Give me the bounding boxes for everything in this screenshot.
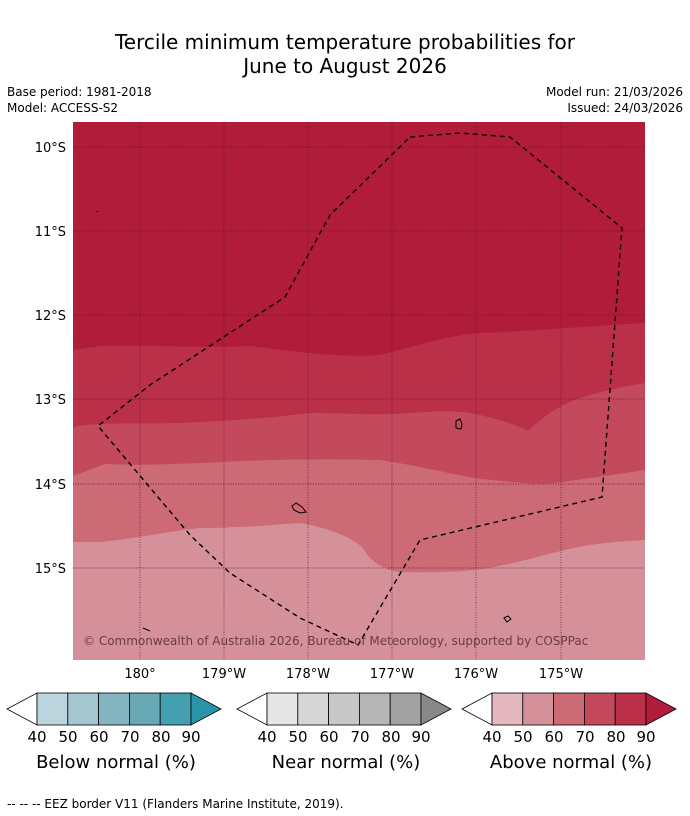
tick-label: 90 bbox=[181, 728, 201, 746]
colorbar-segment bbox=[389, 692, 422, 726]
latitude-label: 15°S bbox=[35, 562, 66, 577]
meta-left: Base period: 1981-2018 Model: ACCESS-S2 bbox=[7, 84, 152, 116]
title-line-1: Tercile minimum temperature probabilitie… bbox=[114, 30, 576, 54]
ticks-below: 40 50 60 70 80 90 bbox=[6, 728, 226, 748]
model-name: Model: ACCESS-S2 bbox=[7, 101, 119, 115]
probability-field bbox=[73, 122, 645, 660]
colorbar-low-extend bbox=[6, 692, 38, 726]
tick-label: 60 bbox=[544, 728, 564, 746]
tick-label: 90 bbox=[411, 728, 431, 746]
tick-label: 40 bbox=[482, 728, 502, 746]
copyright-notice: © Commonwealth of Australia 2026, Bureau… bbox=[83, 634, 588, 648]
tick-label: 50 bbox=[288, 728, 308, 746]
island-shape bbox=[142, 627, 151, 632]
tick-label: 60 bbox=[89, 728, 109, 746]
longitude-label: 177°W bbox=[370, 667, 414, 680]
region-above-50 bbox=[73, 523, 645, 660]
legend-title-below: Below normal (%) bbox=[36, 752, 196, 773]
legend-above-normal: 40 50 60 70 80 90 Above normal (%) bbox=[461, 688, 681, 778]
map-title: Tercile minimum temperature probabilitie… bbox=[0, 30, 690, 78]
tick-label: 70 bbox=[575, 728, 595, 746]
longitude-label: 175°W bbox=[539, 667, 583, 680]
graticule bbox=[73, 122, 645, 660]
latitude-label: 12°S bbox=[35, 309, 66, 324]
island-shape bbox=[291, 502, 307, 514]
latitude-label: 14°S bbox=[35, 478, 66, 493]
colorbar-segment bbox=[328, 692, 360, 726]
latitude-label: 13°S bbox=[35, 393, 66, 408]
colorbar-segment bbox=[614, 692, 647, 726]
latitude-label: 11°S bbox=[35, 225, 66, 240]
colorbar-segment bbox=[129, 692, 161, 726]
legend-title-above: Above normal (%) bbox=[489, 752, 653, 773]
colorbar-segment bbox=[36, 692, 69, 726]
colorbar-segment bbox=[522, 692, 554, 726]
colorbar-segment bbox=[67, 692, 99, 726]
colorbar-high-extend bbox=[190, 692, 222, 726]
tick-label: 90 bbox=[636, 728, 656, 746]
tick-label: 80 bbox=[151, 728, 171, 746]
tick-label: 80 bbox=[606, 728, 626, 746]
island-shape bbox=[503, 615, 512, 623]
ticks-above: 40 50 60 70 80 90 bbox=[461, 728, 681, 748]
latitude-label: 10°S bbox=[35, 141, 66, 156]
tick-label: 80 bbox=[381, 728, 401, 746]
colorbar-segment bbox=[297, 692, 329, 726]
legend-title-near: Near normal (%) bbox=[271, 752, 421, 773]
ticks-near: 40 50 60 70 80 90 bbox=[236, 728, 456, 748]
colorbar-low-extend bbox=[461, 692, 493, 726]
colorbar-high-extend bbox=[645, 692, 677, 726]
title-line-2: June to August 2026 bbox=[243, 54, 447, 78]
base-period: Base period: 1981-2018 bbox=[7, 85, 152, 99]
colorbar-above bbox=[461, 692, 677, 726]
latitude-axis: 10°S 11°S 12°S 13°S 14°S 15°S bbox=[35, 141, 66, 577]
longitude-label: 179°W bbox=[202, 667, 246, 680]
longitude-label: 176°W bbox=[454, 667, 498, 680]
model-run: Model run: 21/03/2026 bbox=[545, 85, 683, 99]
tick-label: 50 bbox=[58, 728, 78, 746]
colorbar-segment bbox=[584, 692, 616, 726]
tick-label: 50 bbox=[513, 728, 533, 746]
tick-label: 70 bbox=[350, 728, 370, 746]
colorbar-segment bbox=[359, 692, 391, 726]
colorbar-below bbox=[6, 692, 222, 726]
eez-footnote: -- -- -- EEZ border V11 (Flanders Marine… bbox=[7, 797, 344, 811]
tick-label: 40 bbox=[257, 728, 277, 746]
island-shape bbox=[96, 210, 99, 213]
eez-border bbox=[96, 132, 623, 646]
colorbar-segment bbox=[491, 692, 524, 726]
islands bbox=[96, 210, 512, 632]
colorbar-high-extend bbox=[420, 692, 452, 726]
colorbar-low-extend bbox=[236, 692, 268, 726]
longitude-label: 178°W bbox=[286, 667, 330, 680]
colorbar-segment bbox=[266, 692, 299, 726]
legend-below-normal: 40 50 60 70 80 90 Below normal (%) bbox=[6, 688, 226, 778]
tick-label: 70 bbox=[120, 728, 140, 746]
colorbar-segment bbox=[553, 692, 585, 726]
tick-label: 40 bbox=[27, 728, 47, 746]
longitude-label: 180° bbox=[124, 667, 155, 680]
colorbar-segment bbox=[98, 692, 130, 726]
island-shape bbox=[455, 418, 463, 430]
meta-right: Model run: 21/03/2026 Issued: 24/03/2026 bbox=[546, 84, 683, 116]
tick-label: 60 bbox=[319, 728, 339, 746]
map-figure: 10°S11°S12°S13°S14°S15°S 180° 179°W 178°W 1… bbox=[35, 122, 645, 680]
colorbar-near bbox=[236, 692, 452, 726]
colorbar-segment bbox=[159, 692, 192, 726]
issued-date: Issued: 24/03/2026 bbox=[567, 101, 683, 115]
legend-near-normal: 40 50 60 70 80 90 Near normal (%) bbox=[236, 688, 456, 778]
longitude-axis: 180° 179°W 178°W 177°W 176°W 175°W bbox=[124, 667, 583, 680]
